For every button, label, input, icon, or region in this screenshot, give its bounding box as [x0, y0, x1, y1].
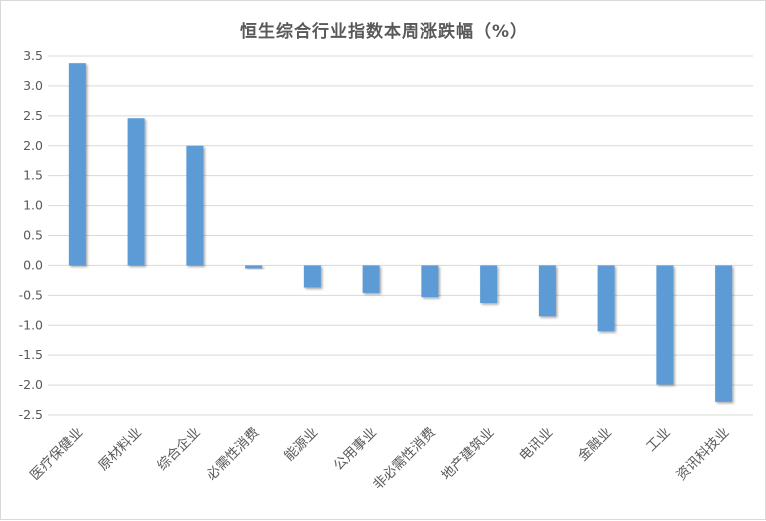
y-tick-label: -2.0 — [19, 377, 43, 392]
x-category-label: 非必需性消费 — [370, 425, 439, 494]
bar — [480, 265, 498, 304]
bar — [538, 265, 556, 317]
x-category-label: 资讯科技业 — [673, 425, 732, 484]
y-tick-label: -1.5 — [19, 347, 43, 362]
bar — [186, 145, 204, 266]
y-tick-label: 2.0 — [23, 138, 43, 153]
x-category-label: 医疗保健业 — [27, 425, 86, 484]
bar — [245, 265, 263, 269]
y-tick-label: 0.0 — [23, 257, 43, 272]
bar — [68, 63, 86, 266]
y-tick-label: 3.5 — [23, 48, 43, 63]
y-tick-label: 3.0 — [23, 78, 43, 93]
bar — [127, 118, 145, 266]
bar — [656, 265, 674, 385]
x-category-label: 金融业 — [575, 425, 615, 465]
y-tick-label: 2.5 — [23, 108, 43, 123]
x-category-label: 地产建筑业 — [438, 425, 497, 484]
bar — [597, 265, 615, 332]
bar — [303, 265, 321, 288]
x-category-label: 工业 — [643, 425, 673, 455]
y-tick-label: -2.5 — [19, 407, 43, 422]
y-tick-label: -1.0 — [19, 317, 43, 332]
x-category-label: 公用事业 — [330, 425, 379, 474]
x-category-label: 电讯业 — [516, 425, 556, 465]
chart-title: 恒生综合行业指数本周涨跌幅（%） — [239, 22, 529, 42]
bar — [362, 265, 380, 293]
y-tick-label: -0.5 — [19, 287, 43, 302]
x-category-label: 能源业 — [281, 425, 321, 465]
bar — [715, 265, 733, 402]
y-tick-label: 1.5 — [23, 168, 43, 183]
y-tick-label: 1.0 — [23, 198, 43, 213]
x-category-label: 综合企业 — [153, 424, 203, 474]
x-category-label: 原材料业 — [95, 425, 144, 474]
x-category-label: 必需性消费 — [203, 425, 262, 484]
bar — [421, 265, 439, 298]
y-tick-label: 0.5 — [23, 228, 43, 243]
